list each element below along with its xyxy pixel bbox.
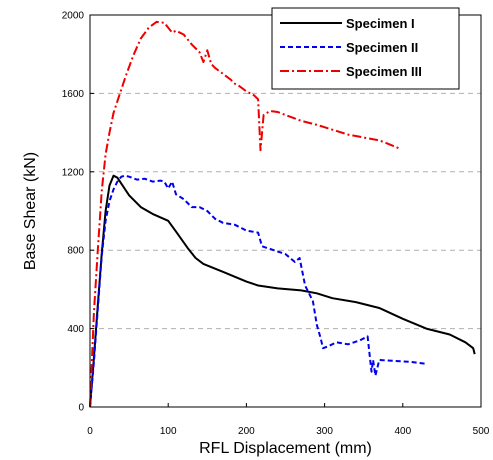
y-tick-label: 0 bbox=[78, 403, 84, 414]
x-tick-label: 500 bbox=[473, 426, 490, 437]
x-tick-label: 100 bbox=[160, 426, 177, 437]
legend: Specimen I Specimen II Specimen III bbox=[271, 7, 460, 90]
y-tick-label: 1200 bbox=[62, 167, 85, 178]
x-tick-label: 300 bbox=[316, 426, 333, 437]
series-line-2 bbox=[89, 174, 427, 408]
series-line-3 bbox=[89, 20, 400, 408]
legend-label: Specimen II bbox=[346, 40, 418, 55]
y-axis-label: Base Shear (kN) bbox=[22, 152, 39, 270]
y-tick-label: 1600 bbox=[62, 89, 85, 100]
x-tick-label: 200 bbox=[238, 426, 255, 437]
y-tick-label: 400 bbox=[67, 324, 84, 335]
grid-lines bbox=[90, 92, 481, 330]
x-tick-label: 400 bbox=[394, 426, 411, 437]
legend-label: Specimen I bbox=[346, 16, 415, 31]
series-line-1 bbox=[89, 174, 476, 408]
y-tick-label: 800 bbox=[67, 246, 84, 257]
legend-label: Specimen III bbox=[346, 64, 422, 79]
y-tick-label: 2000 bbox=[62, 11, 85, 22]
x-axis-label: RFL Displacement (mm) bbox=[199, 440, 372, 457]
axis-ticks: 0 400 800 1200 1600 2000 0 100 200 300 400 500 bbox=[62, 11, 490, 438]
x-tick-label: 0 bbox=[87, 426, 93, 437]
plot-area bbox=[89, 20, 476, 408]
